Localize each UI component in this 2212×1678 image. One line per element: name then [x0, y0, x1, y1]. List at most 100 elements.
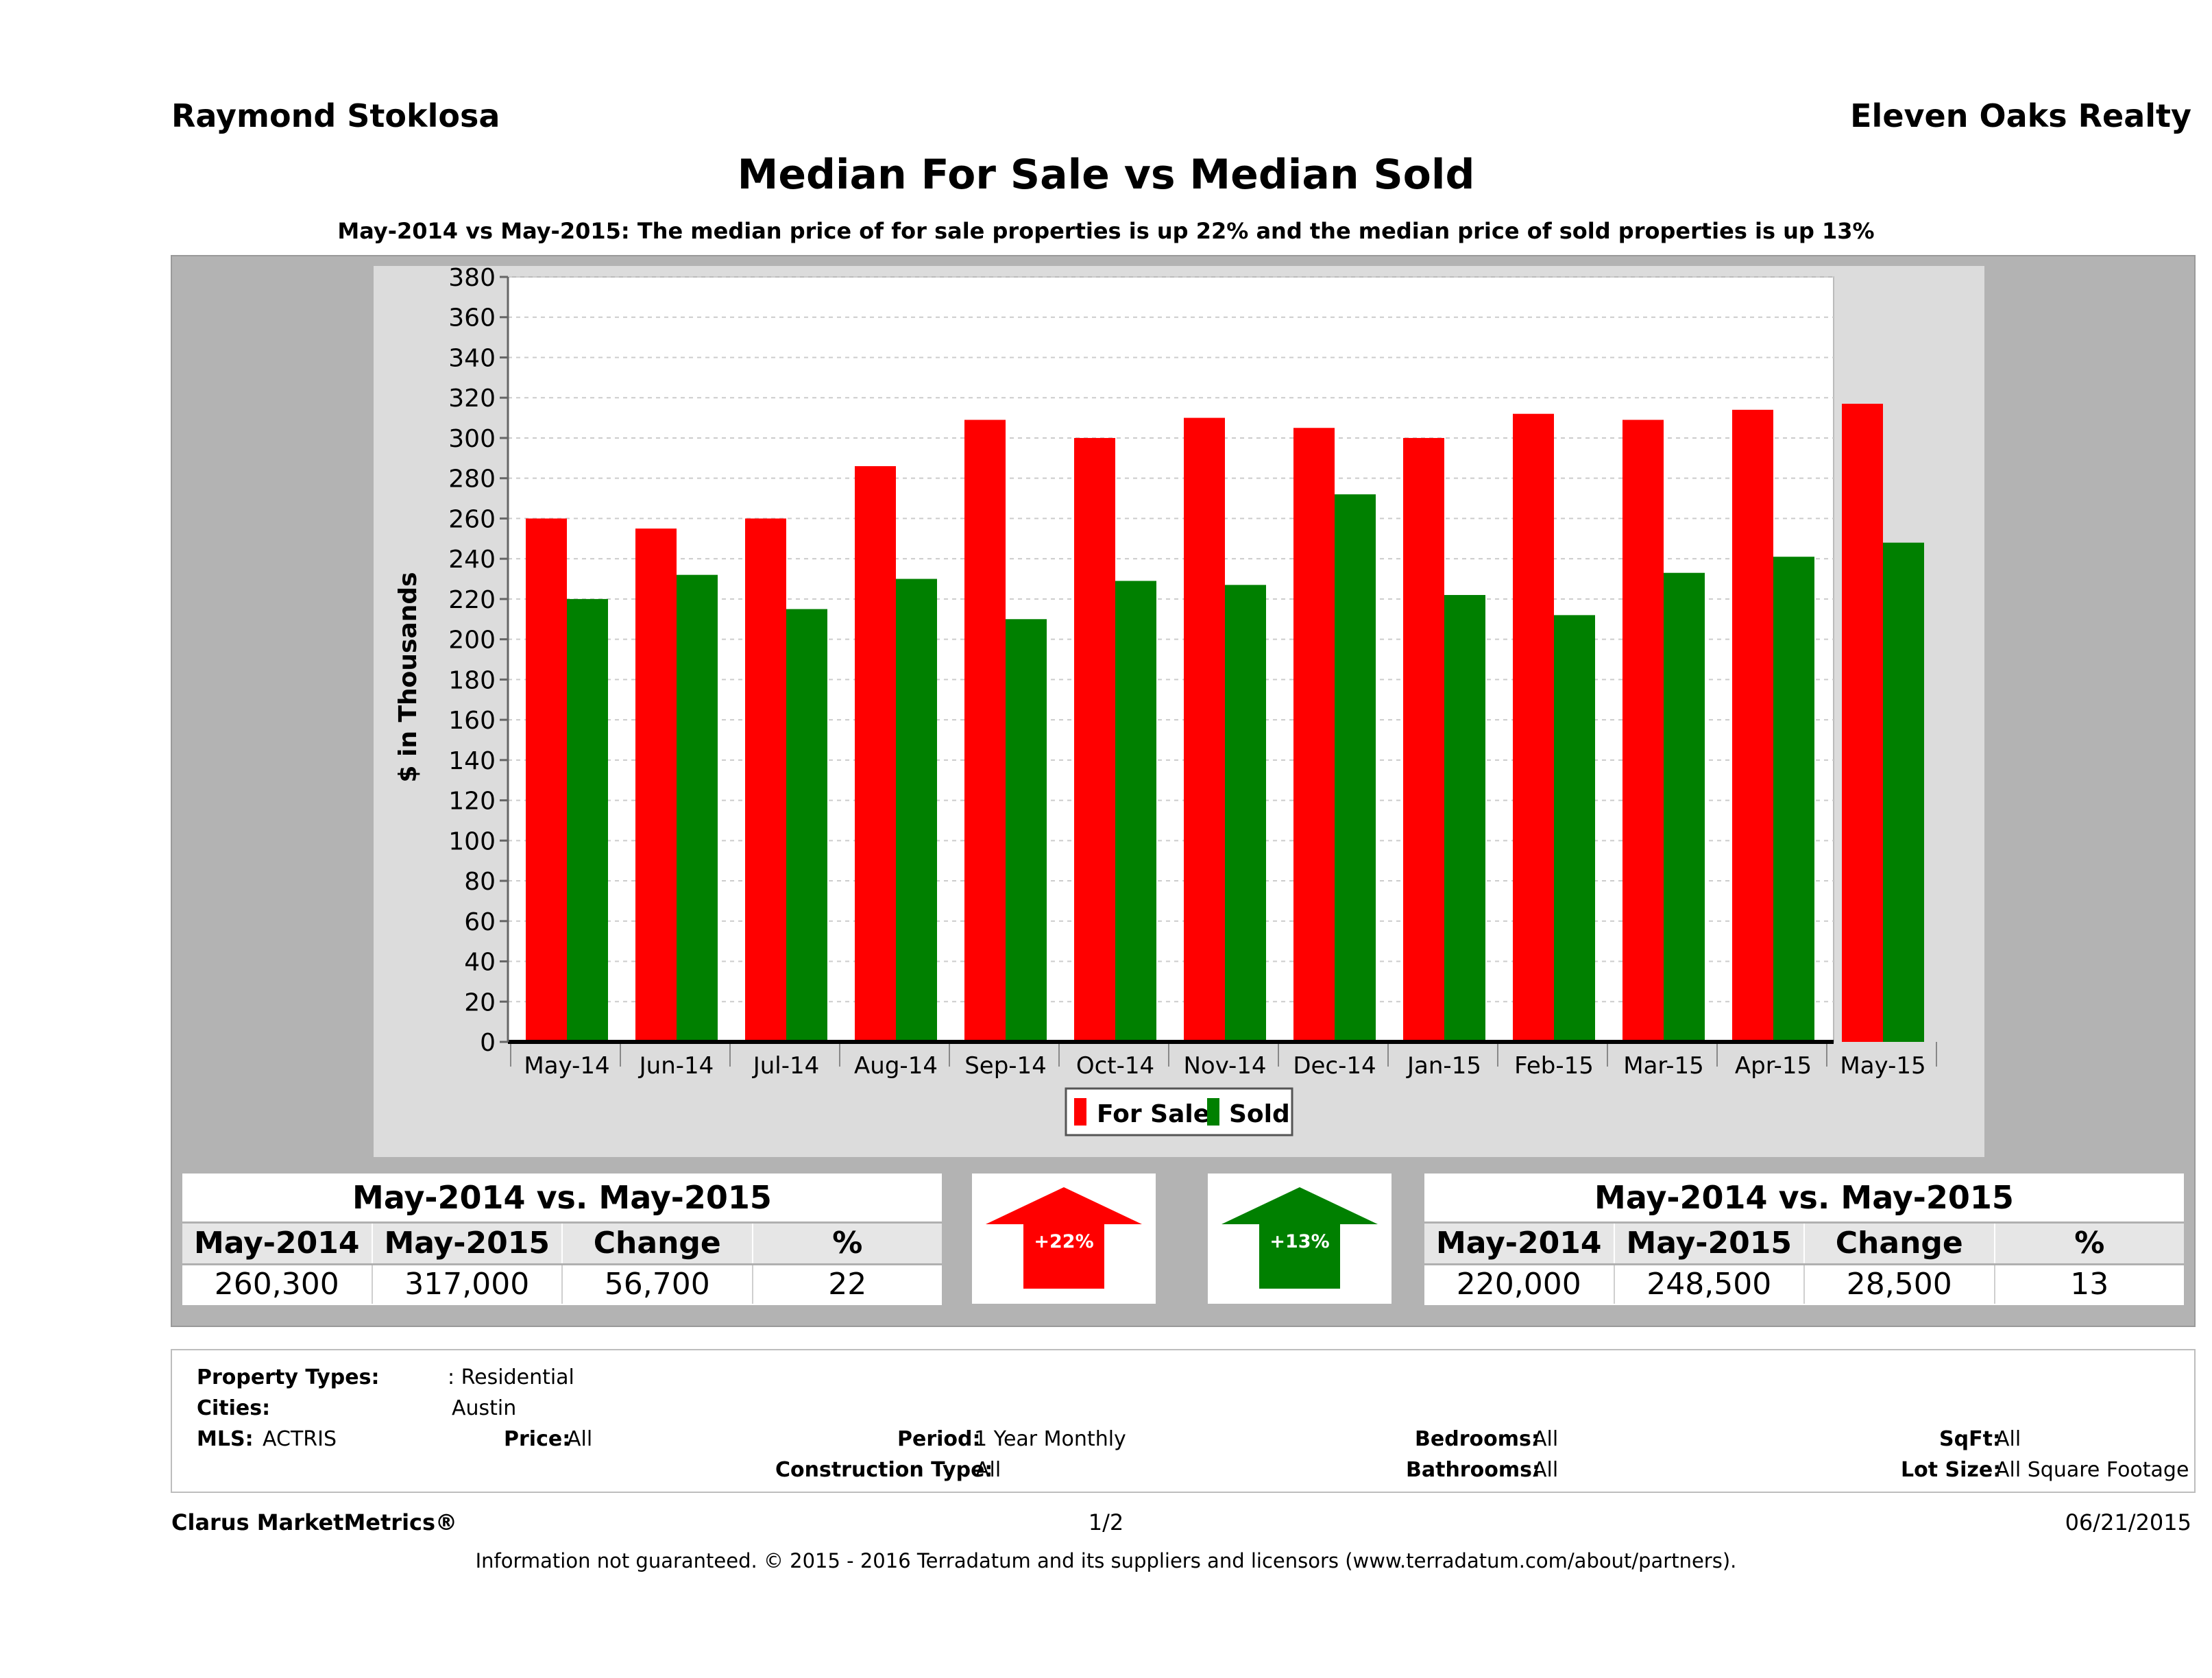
company-name: Eleven Oaks Realty [1850, 97, 2191, 134]
bar-sold-jun-14 [677, 574, 718, 1042]
for-sale-change-arrow: +22% [972, 1174, 1156, 1304]
disclaimer: Information not guaranteed. © 2015 - 201… [475, 1549, 1737, 1572]
column-header: Change [1805, 1224, 1995, 1263]
y-tick-label: 300 [448, 425, 496, 453]
stat-value: 13 [2070, 1267, 2109, 1302]
up-arrow-icon [1222, 1187, 1378, 1289]
x-tick-label: Nov-14 [1184, 1052, 1267, 1080]
stat-value: 248,500 [1615, 1265, 1805, 1304]
bar-for-sale-may-15 [1842, 404, 1883, 1042]
bar-for-sale-jan-15 [1403, 437, 1444, 1042]
bars [526, 404, 1924, 1042]
bar-sold-sep-14 [1006, 619, 1047, 1042]
y-tick-label: 0 [480, 1029, 496, 1057]
y-tick-label: 200 [448, 627, 496, 655]
x-tick-label: Dec-14 [1293, 1052, 1376, 1080]
bar-for-sale-nov-14 [1184, 417, 1225, 1042]
legend-swatch-sold [1207, 1098, 1219, 1126]
legend-swatch-for-sale [1074, 1098, 1086, 1126]
y-tick-label: 80 [464, 868, 496, 896]
bar-for-sale-feb-15 [1513, 413, 1554, 1042]
price-label: Price: [504, 1427, 571, 1451]
for-sale-stats-table: May-2014 vs. May-2015 May-2014 May-2015 … [182, 1174, 942, 1305]
bar-sold-oct-14 [1115, 581, 1156, 1042]
legend: For Sale Sold [1065, 1087, 1293, 1136]
y-tick-label: 340 [448, 344, 496, 372]
column-header: May-2014 [182, 1224, 373, 1263]
column-header: May-2014 [1424, 1224, 1615, 1263]
y-tick-label: 360 [448, 304, 496, 332]
bar-for-sale-oct-14 [1074, 437, 1115, 1042]
sqft-label: SqFt: [1939, 1427, 2001, 1451]
bar-for-sale-dec-14 [1293, 428, 1335, 1042]
y-tick-label: 280 [448, 465, 496, 494]
x-tick-labels: May-14 Jun-14 Jul-14 Aug-14 Sep-14 Oct-14 Nov-… [507, 277, 1937, 1080]
bar-sold-may-14 [567, 598, 608, 1042]
column-header: % [832, 1226, 863, 1261]
filter-info-box: Property Types: : Residential Cities: Au… [171, 1349, 2196, 1493]
legend-label-sold: Sold [1229, 1100, 1290, 1128]
y-tick-label: 220 [448, 586, 496, 614]
chart-subtitle: May-2014 vs May-2015: The median price o… [337, 218, 1875, 244]
sold-change-label: +13% [1269, 1231, 1330, 1252]
page-number: 1/2 [1088, 1509, 1124, 1535]
bar-for-sale-mar-15 [1622, 420, 1664, 1042]
period-label: Period: [897, 1427, 981, 1451]
bar-chart: 0 20 40 60 80 100 120 140 160 180 200 220 240 260 280 3… [394, 266, 1937, 1136]
y-tick-label: 160 [448, 707, 496, 735]
x-tick-label: Oct-14 [1076, 1052, 1154, 1080]
mls-label: MLS: [197, 1427, 254, 1451]
grid-lines [500, 276, 1834, 1043]
property-types-label: Property Types: [197, 1365, 380, 1389]
x-tick-label: Jun-14 [638, 1052, 714, 1080]
mls-value: ACTRIS [263, 1427, 337, 1451]
y-tick-label: 20 [464, 988, 496, 1017]
agent-name: Raymond Stoklosa [171, 97, 500, 134]
construction-type-value: All [975, 1458, 1001, 1482]
y-tick-label: 100 [448, 827, 496, 855]
sold-stats-heading: May-2014 vs. May-2015 [1594, 1179, 2014, 1216]
x-tick-label: May-14 [524, 1052, 609, 1080]
bar-sold-jan-15 [1444, 595, 1485, 1042]
bathrooms-label: Bathrooms: [1406, 1458, 1540, 1482]
bar-for-sale-may-14 [526, 518, 567, 1042]
for-sale-stats-columns: May-2014 May-2015 Change % [182, 1221, 942, 1265]
bathrooms-value: All [1533, 1458, 1559, 1482]
for-sale-stats-heading: May-2014 vs. May-2015 [352, 1179, 772, 1216]
sqft-value: All [1995, 1427, 2021, 1451]
x-tick-label: Aug-14 [854, 1052, 938, 1080]
bar-sold-nov-14 [1225, 585, 1266, 1042]
x-tick-label: Sep-14 [964, 1052, 1047, 1080]
bar-sold-jul-14 [786, 609, 827, 1042]
bedrooms-value: All [1533, 1427, 1559, 1451]
bar-sold-mar-15 [1664, 572, 1705, 1042]
brand-name: Clarus MarketMetrics® [171, 1509, 458, 1535]
x-tick-label: Feb-15 [1514, 1052, 1594, 1080]
x-tick-label: May-15 [1840, 1052, 1925, 1080]
cities-value: Austin [452, 1396, 517, 1420]
stat-value: 317,000 [373, 1265, 563, 1304]
y-tick-label: 260 [448, 505, 496, 533]
cities-label: Cities: [197, 1396, 271, 1420]
bar-for-sale-jun-14 [635, 528, 677, 1042]
column-header: May-2015 [1615, 1224, 1805, 1263]
legend-label-for-sale: For Sale [1097, 1100, 1210, 1128]
column-header: % [2074, 1226, 2105, 1261]
bar-sold-feb-15 [1554, 615, 1595, 1042]
report-date: 06/21/2015 [2065, 1509, 2191, 1535]
property-types-value: : Residential [448, 1365, 574, 1389]
stat-value: 28,500 [1805, 1265, 1995, 1304]
y-tick-label: 180 [448, 666, 496, 694]
y-tick-label: 60 [464, 908, 496, 936]
up-arrow-icon [986, 1187, 1142, 1289]
y-tick-label: 120 [448, 788, 496, 816]
plot-background [507, 276, 1834, 1043]
construction-type-label: Construction Type: [775, 1458, 993, 1482]
sold-stats-values: 220,000 248,500 28,500 13 [1424, 1265, 2184, 1304]
bar-sold-dec-14 [1335, 494, 1376, 1042]
y-tick-label: 40 [464, 949, 496, 977]
for-sale-stats-values: 260,300 317,000 56,700 22 [182, 1265, 942, 1304]
price-value: All [567, 1427, 593, 1451]
lot-size-label: Lot Size: [1901, 1458, 2002, 1482]
stat-value: 56,700 [563, 1265, 753, 1304]
